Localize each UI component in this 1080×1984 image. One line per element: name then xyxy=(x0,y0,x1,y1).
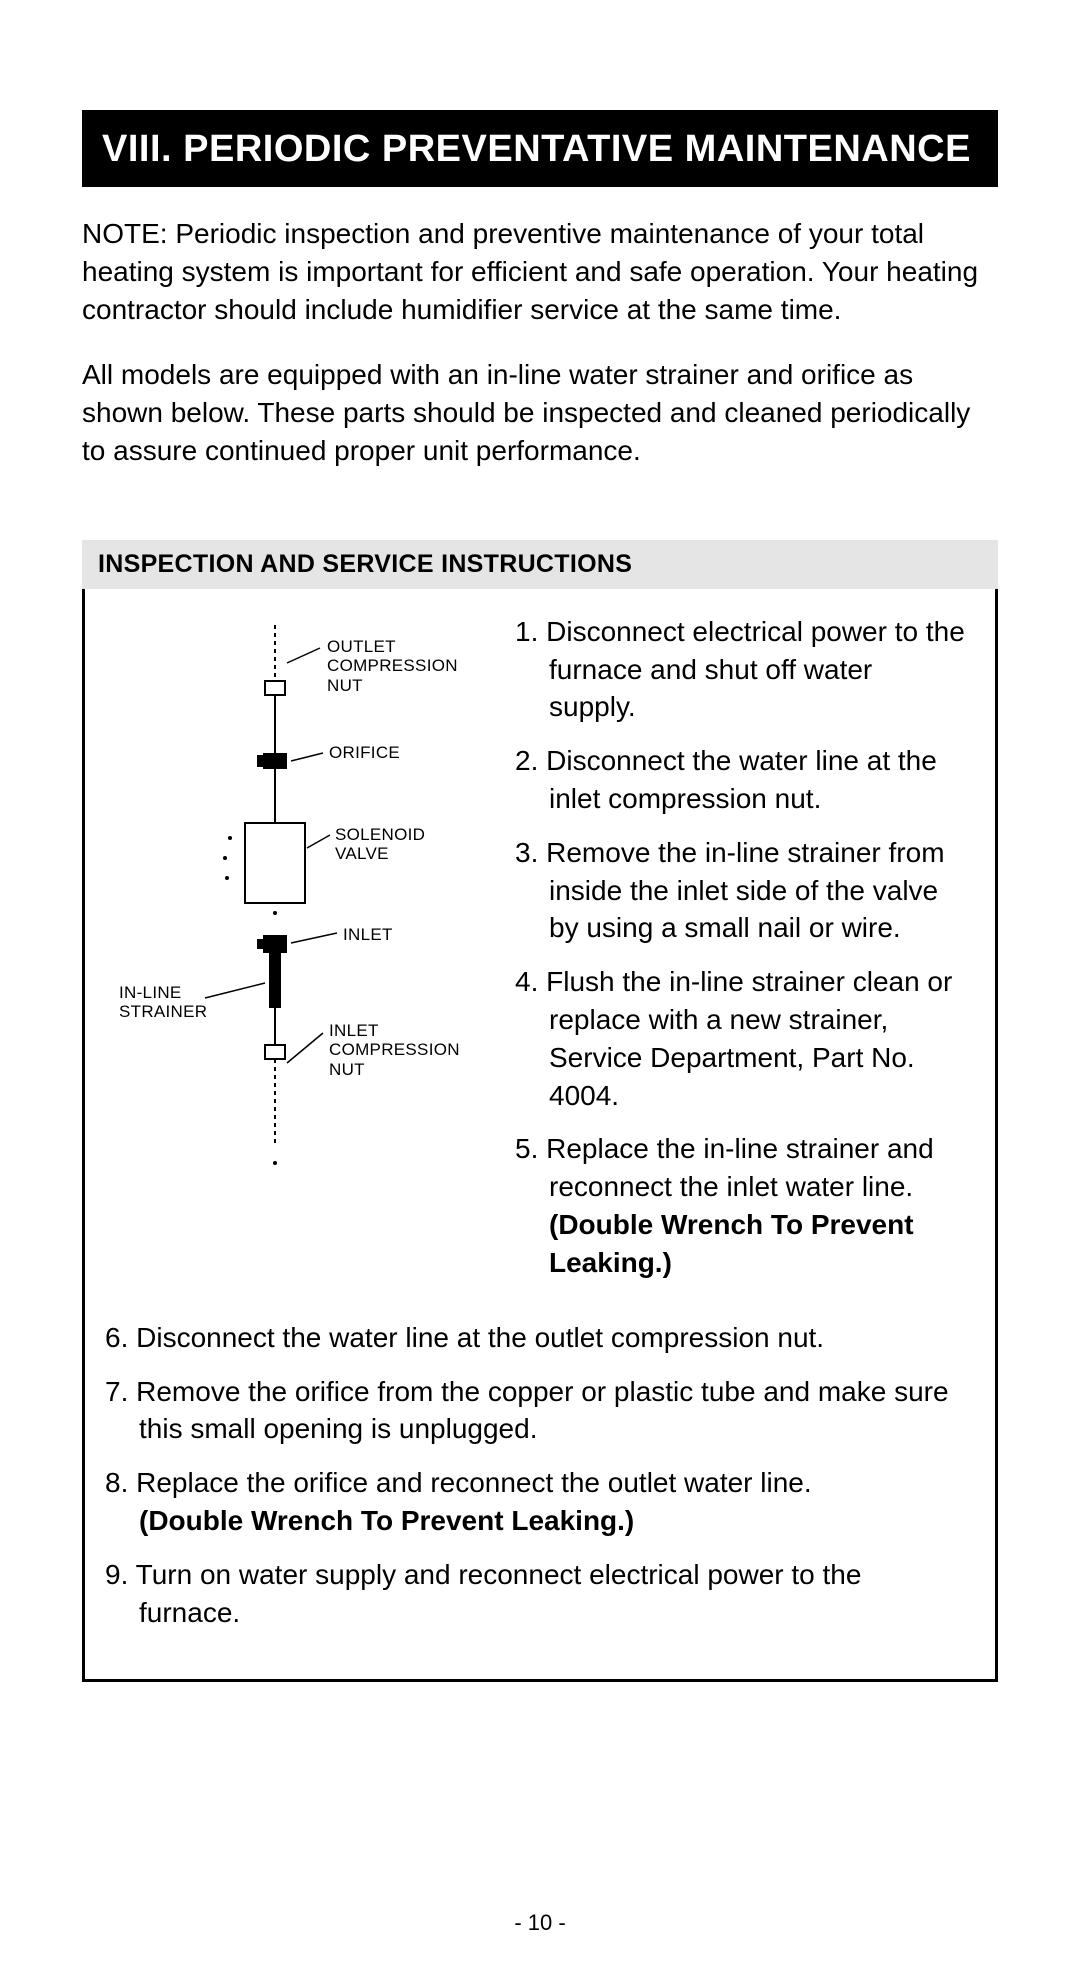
subsection-header: INSPECTION AND SERVICE INSTRUCTIONS xyxy=(82,540,998,589)
page-number: - 10 - xyxy=(0,1910,1080,1936)
diagram-svg xyxy=(105,613,505,1313)
label-inline-strainer: IN-LINE STRAINER xyxy=(119,983,207,1022)
step-9: Turn on water supply and reconnect elect… xyxy=(105,1556,965,1632)
steps-list-6to9: Disconnect the water line at the outlet … xyxy=(105,1319,965,1632)
label-inlet-compression-nut: INLET COMPRESSION NUT xyxy=(329,1021,460,1080)
label-outlet-compression-nut: OUTLET COMPRESSION NUT xyxy=(327,637,458,696)
step-5: Replace the in-line strainer and reconne… xyxy=(515,1130,965,1281)
upper-row: OUTLET COMPRESSION NUT ORIFICE SOLENOID … xyxy=(105,613,965,1313)
steps-column-right: Disconnect electrical power to the furna… xyxy=(515,613,965,1313)
page: VIII. PERIODIC PREVENTATIVE MAINTENANCE … xyxy=(0,0,1080,1984)
section-header: VIII. PERIODIC PREVENTATIVE MAINTENANCE xyxy=(82,110,998,187)
label-orifice: ORIFICE xyxy=(329,743,400,763)
step-2: Disconnect the water line at the inlet c… xyxy=(515,742,965,818)
step-3: Remove the in-line strainer from inside … xyxy=(515,834,965,947)
step-1: Disconnect electrical power to the furna… xyxy=(515,613,965,726)
diagram: OUTLET COMPRESSION NUT ORIFICE SOLENOID … xyxy=(105,613,505,1313)
step-6: Disconnect the water line at the outlet … xyxy=(105,1319,965,1357)
intro-paragraph-2: All models are equipped with an in-line … xyxy=(82,356,998,469)
intro-paragraph-1: NOTE: Periodic inspection and preventive… xyxy=(82,215,998,328)
steps-list-1to5: Disconnect electrical power to the furna… xyxy=(515,613,965,1282)
label-solenoid-valve: SOLENOID VALVE xyxy=(335,825,425,864)
label-inlet: INLET xyxy=(343,925,393,945)
step-4: Flush the in-line strainer clean or repl… xyxy=(515,963,965,1114)
instructions-box: OUTLET COMPRESSION NUT ORIFICE SOLENOID … xyxy=(82,589,998,1683)
step-7: Remove the orifice from the copper or pl… xyxy=(105,1373,965,1449)
step-8: Replace the orifice and reconnect the ou… xyxy=(105,1464,965,1540)
